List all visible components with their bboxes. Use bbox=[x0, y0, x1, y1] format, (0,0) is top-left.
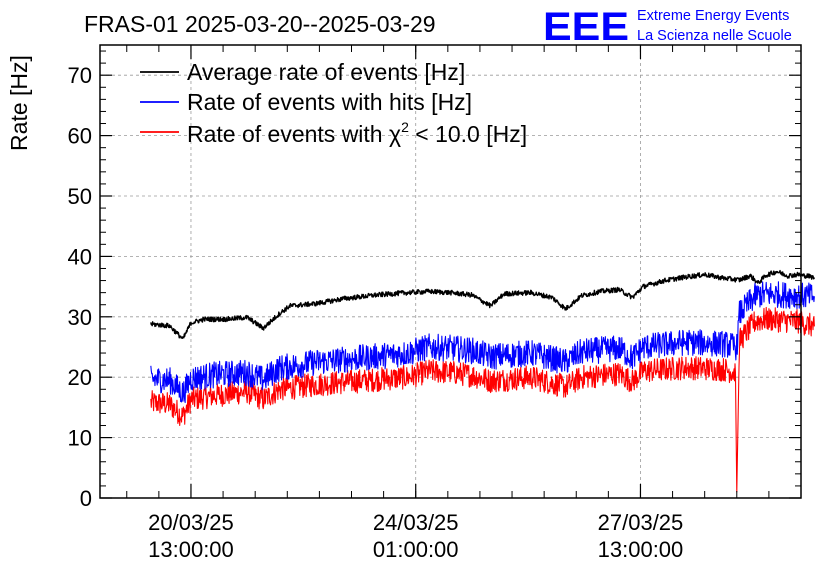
y-axis-label: Rate [Hz] bbox=[6, 55, 32, 151]
x-tick-label-time: 01:00:00 bbox=[373, 537, 459, 562]
chart-title: FRAS-01 2025-03-20--2025-03-29 bbox=[84, 11, 436, 37]
series-layer bbox=[150, 269, 816, 493]
y-tick-label: 60 bbox=[68, 124, 92, 149]
series-line-hits bbox=[150, 281, 815, 404]
y-tick-label: 20 bbox=[68, 365, 92, 390]
legend-chi-suffix: < 10.0 [Hz] bbox=[409, 121, 527, 147]
x-tick-label-date: 20/03/25 bbox=[148, 510, 234, 535]
legend-chi-symbol: χ bbox=[389, 121, 401, 147]
legend: Average rate of events [Hz] Rate of even… bbox=[140, 59, 527, 147]
series-line-chi bbox=[150, 306, 815, 493]
y-tick-label: 70 bbox=[68, 63, 92, 88]
y-tick-label: 10 bbox=[68, 426, 92, 451]
y-tick-label: 50 bbox=[68, 184, 92, 209]
series-line-avg bbox=[150, 269, 816, 339]
x-tick-label-time: 13:00:00 bbox=[598, 537, 684, 562]
x-tick-label-date: 24/03/25 bbox=[373, 510, 459, 535]
eee-logo: EEE bbox=[543, 5, 629, 49]
legend-label-chi: Rate of events with χ2 < 10.0 [Hz] bbox=[187, 119, 527, 147]
y-tick-label: 40 bbox=[68, 244, 92, 269]
plot-frame bbox=[99, 44, 802, 499]
logo-line-2: La Scienza nelle Scuole bbox=[637, 28, 792, 44]
x-tick-label-date: 27/03/25 bbox=[598, 510, 684, 535]
logo-line-1: Extreme Energy Events bbox=[637, 8, 789, 24]
y-tick-label: 30 bbox=[68, 305, 92, 330]
legend-label-avg: Average rate of events [Hz] bbox=[187, 59, 465, 85]
x-tick-label-time: 13:00:00 bbox=[148, 537, 234, 562]
legend-chi-prefix: Rate of events with bbox=[187, 121, 389, 147]
legend-label-hits: Rate of events with hits [Hz] bbox=[187, 89, 472, 115]
y-tick-label: 0 bbox=[80, 486, 92, 511]
axes: 01020304050607020/03/2513:00:0024/03/250… bbox=[68, 45, 802, 562]
legend-chi-sup: 2 bbox=[401, 119, 409, 135]
